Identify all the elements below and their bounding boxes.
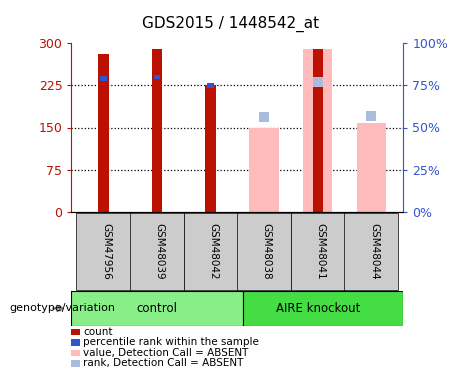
Point <box>314 79 321 85</box>
Text: count: count <box>83 327 112 337</box>
FancyBboxPatch shape <box>237 213 291 290</box>
FancyBboxPatch shape <box>344 213 398 290</box>
Bar <box>206 86 216 212</box>
FancyBboxPatch shape <box>290 213 345 290</box>
Bar <box>99 54 109 212</box>
Bar <box>243 291 403 326</box>
Point <box>367 112 375 118</box>
Bar <box>314 78 321 82</box>
Text: AIRE knockout: AIRE knockout <box>276 302 360 315</box>
Text: GSM48041: GSM48041 <box>315 223 325 280</box>
Bar <box>154 75 160 79</box>
Text: GDS2015 / 1448542_at: GDS2015 / 1448542_at <box>142 16 319 32</box>
Bar <box>356 123 386 212</box>
Text: rank, Detection Call = ABSENT: rank, Detection Call = ABSENT <box>83 358 243 368</box>
Text: genotype/variation: genotype/variation <box>9 303 115 313</box>
Text: control: control <box>136 302 177 315</box>
Bar <box>152 49 162 212</box>
Point <box>260 114 268 120</box>
Text: GSM48042: GSM48042 <box>208 223 219 280</box>
Text: GSM48039: GSM48039 <box>155 223 165 280</box>
Bar <box>207 83 214 88</box>
Bar <box>249 128 279 212</box>
Bar <box>71 291 243 326</box>
Bar <box>100 76 107 81</box>
Bar <box>303 49 332 212</box>
FancyBboxPatch shape <box>183 213 238 290</box>
Text: value, Detection Call = ABSENT: value, Detection Call = ABSENT <box>83 348 248 358</box>
Text: GSM48038: GSM48038 <box>262 223 272 280</box>
Text: percentile rank within the sample: percentile rank within the sample <box>83 338 259 347</box>
FancyBboxPatch shape <box>130 213 184 290</box>
Text: GSM47956: GSM47956 <box>101 223 111 280</box>
Text: GSM48044: GSM48044 <box>369 223 379 280</box>
FancyBboxPatch shape <box>77 213 131 290</box>
Bar <box>313 49 323 212</box>
